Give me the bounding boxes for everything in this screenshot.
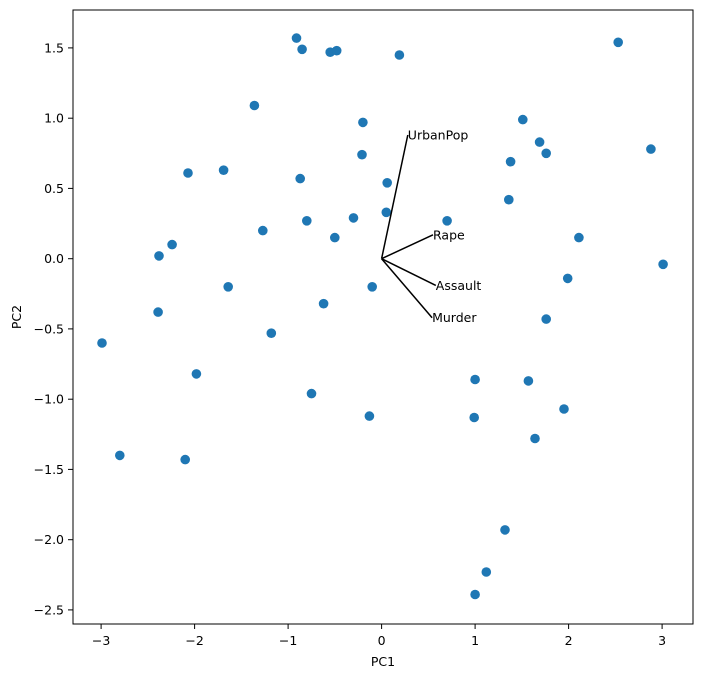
y-tick-label: −1.0	[34, 392, 64, 407]
data-point	[394, 50, 405, 60]
data-point	[559, 404, 569, 414]
data-point	[153, 307, 163, 317]
data-point	[358, 117, 368, 128]
data-point	[318, 298, 329, 309]
data-point	[331, 45, 342, 56]
loading-label-assault: Assault	[436, 278, 482, 293]
y-tick-label: −2.0	[34, 532, 64, 547]
x-tick-label: 2	[565, 633, 573, 648]
data-point	[504, 194, 514, 205]
data-point	[505, 156, 516, 167]
data-point	[291, 33, 302, 43]
data-point	[613, 37, 623, 48]
data-point	[167, 239, 177, 250]
x-tick-label: −2	[185, 633, 203, 648]
data-point	[97, 338, 107, 348]
data-point	[500, 525, 510, 535]
data-point	[530, 433, 540, 444]
data-point	[330, 232, 340, 243]
data-point	[646, 144, 656, 154]
plot-area	[73, 10, 693, 624]
x-axis-label: PC1	[371, 654, 395, 669]
data-point	[249, 100, 260, 111]
data-point	[180, 454, 190, 465]
data-point	[541, 314, 551, 324]
data-point	[562, 273, 573, 284]
data-point	[357, 149, 367, 160]
data-point	[518, 114, 528, 125]
data-point	[534, 137, 545, 147]
data-point	[258, 225, 268, 236]
data-point	[295, 173, 306, 184]
data-point	[302, 216, 312, 226]
data-point	[115, 450, 125, 461]
loading-vector-murder	[381, 258, 433, 319]
loading-vector-assault	[381, 258, 437, 287]
loadings-layer: UrbanPop Rape Assault Murder	[380, 128, 482, 325]
data-point	[382, 178, 393, 188]
data-point	[574, 232, 584, 243]
data-point	[218, 165, 229, 175]
loading-label-urbanpop: UrbanPop	[408, 128, 469, 143]
data-point	[481, 567, 492, 577]
x-tick-label: −1	[279, 633, 297, 648]
x-axis-ticks: −3 −2 −1 0 1 2 3	[92, 624, 666, 648]
data-point	[541, 148, 551, 159]
data-point	[469, 412, 480, 423]
loading-label-rape: Rape	[433, 227, 465, 242]
x-tick-label: 0	[378, 633, 386, 648]
data-point	[470, 589, 480, 600]
y-tick-label: −2.5	[34, 602, 64, 617]
data-point	[367, 282, 378, 292]
y-axis-ticks: −2.5 −2.0 −1.5 −1.0 −0.5 0.0 0.5 1.0 1.5	[34, 40, 73, 617]
data-point	[470, 374, 480, 385]
y-tick-label: 0.5	[44, 181, 64, 196]
plot-frame	[72, 9, 694, 625]
y-tick-label: −1.5	[34, 462, 64, 477]
data-point	[154, 251, 164, 261]
loading-vector-rape	[381, 234, 434, 260]
data-point	[306, 388, 317, 399]
loading-vector-urbanpop	[380, 134, 409, 259]
data-point	[223, 282, 233, 292]
y-tick-label: −0.5	[34, 321, 64, 336]
points-layer	[97, 33, 668, 600]
data-point	[183, 168, 193, 178]
loading-label-murder: Murder	[432, 310, 477, 325]
y-axis-label: PC2	[9, 305, 24, 329]
y-tick-label: 0.0	[44, 251, 64, 266]
data-point	[381, 207, 392, 218]
data-point	[442, 216, 452, 226]
data-point	[658, 259, 668, 270]
data-point	[348, 213, 359, 223]
x-tick-label: 1	[471, 633, 479, 648]
y-tick-label: 1.0	[44, 111, 64, 126]
x-tick-label: 3	[658, 633, 666, 648]
data-point	[191, 369, 202, 379]
data-point	[266, 328, 277, 339]
data-point	[364, 411, 375, 421]
y-tick-label: 1.5	[44, 40, 64, 55]
data-point	[297, 44, 307, 55]
x-tick-label: −3	[92, 633, 110, 648]
data-point	[523, 376, 534, 386]
